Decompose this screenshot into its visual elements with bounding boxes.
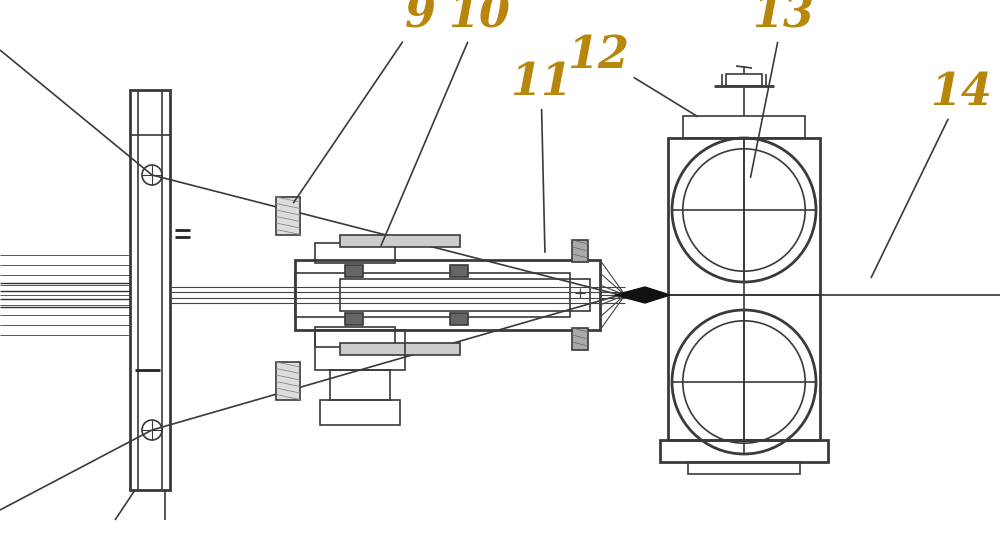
Text: 10: 10 (381, 0, 510, 245)
Polygon shape (615, 287, 670, 303)
Bar (315, 330, 405, 370)
Bar (276, 197, 300, 235)
Bar (276, 362, 300, 400)
Text: 13: 13 (751, 0, 814, 177)
Text: 12: 12 (567, 34, 698, 116)
Bar (660, 440, 828, 462)
Bar (572, 328, 588, 350)
Bar (340, 279, 590, 311)
Bar (345, 265, 363, 277)
Bar (295, 260, 600, 330)
Text: 11: 11 (510, 61, 572, 252)
Bar (345, 313, 363, 325)
Text: 9: 9 (294, 0, 436, 203)
Bar (726, 74, 762, 86)
Bar (330, 370, 390, 400)
Bar (315, 327, 395, 347)
Bar (450, 265, 468, 277)
Bar (668, 138, 820, 440)
Bar (315, 243, 395, 263)
Bar (450, 313, 468, 325)
Bar (130, 90, 170, 490)
Bar (320, 400, 400, 425)
Bar (295, 273, 570, 317)
Bar (688, 462, 800, 474)
Bar (340, 235, 460, 247)
Bar (572, 240, 588, 262)
Bar (340, 343, 460, 355)
Text: 14: 14 (871, 71, 992, 277)
Bar (683, 116, 805, 138)
